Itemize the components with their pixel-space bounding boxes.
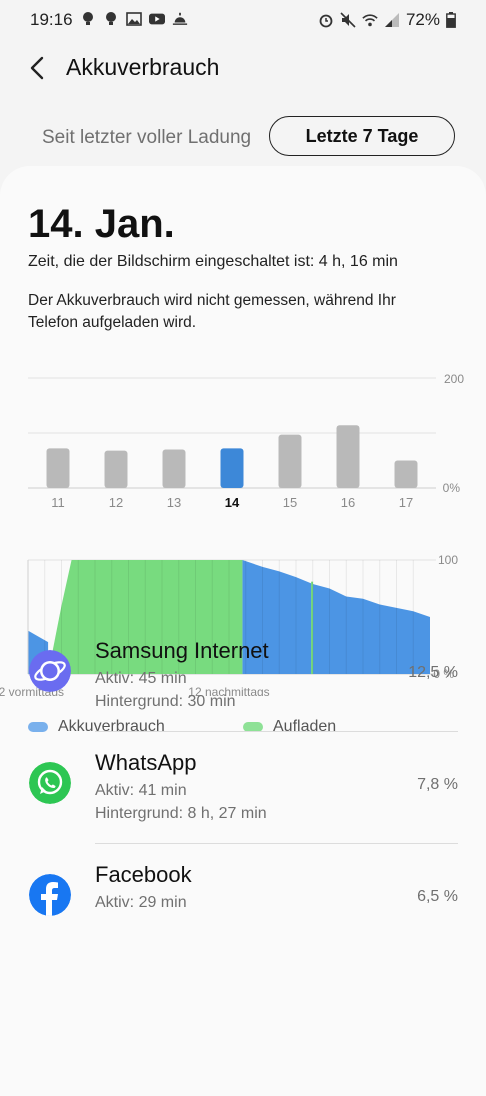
facebook-icon	[29, 874, 71, 916]
daily-usage-bar-chart: 200 0% 11 12 13 14 15 16 17	[28, 372, 464, 510]
charging-area	[48, 560, 243, 674]
x-tick-label: 12 nachmittags	[188, 685, 269, 696]
x-tick-label: 11	[51, 495, 65, 510]
chart-legend: Akkuverbrauch Aufladen	[28, 718, 468, 742]
battery-percent: 72%	[405, 10, 440, 29]
app-background-time: Hintergrund: 8 h, 27 min	[95, 805, 267, 822]
app-row-whatsapp[interactable]: WhatsApp Aktiv: 41 min Hintergrund: 8 h,…	[0, 732, 486, 844]
screen-time-text: Zeit, die der Bildschirm eingeschaltet i…	[28, 253, 398, 270]
x-tick-label: 12	[109, 495, 123, 510]
bulb-icon	[83, 12, 93, 25]
page-title: Akkuverbrauch	[66, 54, 220, 80]
legend-item-usage: Akkuverbrauch	[28, 718, 165, 736]
bar-day-14	[220, 448, 244, 488]
samsung-internet-icon	[29, 650, 71, 692]
bar-day-12	[104, 450, 128, 488]
tab-since-full-charge[interactable]: Seit letzter voller Ladung	[42, 127, 252, 148]
bar-day-13	[162, 449, 186, 488]
image-icon	[126, 12, 142, 26]
app-name: Facebook	[95, 862, 192, 887]
mute-icon	[340, 12, 356, 28]
charging-note: Der Akkuverbrauch wird nicht gemessen, w…	[28, 292, 396, 331]
back-arrow-icon[interactable]	[22, 52, 54, 84]
charging-blip	[311, 581, 314, 674]
x-tick-label: 16	[341, 495, 355, 510]
y-tick-label: 0%	[443, 481, 461, 495]
alarm-icon	[319, 14, 333, 28]
bar-day-15	[278, 434, 302, 488]
app-active-time: Aktiv: 41 min	[95, 782, 187, 799]
selected-date: 14. Jan.	[28, 202, 175, 246]
app-header: Akkuverbrauch	[0, 40, 486, 96]
app-percent: 6,5 %	[417, 888, 458, 905]
app-background-time: Hintergrund: 30 min	[95, 693, 236, 710]
battery-card: 14. Jan. Zeit, die der Bildschirm einges…	[0, 166, 486, 1096]
status-time: 19:16	[30, 10, 73, 29]
x-tick-label: 15	[283, 495, 297, 510]
app-name: Samsung Internet	[95, 638, 269, 663]
x-tick-label: 13	[167, 495, 181, 510]
usage-area-after	[242, 560, 430, 674]
period-tabs: Seit letzter voller Ladung Letzte 7 Tage	[0, 116, 486, 160]
whatsapp-icon	[29, 762, 71, 804]
divider	[95, 843, 458, 844]
y-tick-label: 0 %	[433, 667, 454, 681]
battery-icon	[446, 12, 456, 28]
app-row-samsung-internet[interactable]: Samsung Internet Aktiv: 45 min Hintergru…	[0, 620, 486, 732]
battery-level-chart: 100 0 % 12 vormittags 12 nachmittags	[0, 553, 458, 696]
signal-icon	[384, 13, 399, 27]
bulb-icon	[106, 12, 116, 25]
app-active-time: Aktiv: 45 min	[95, 670, 187, 687]
youtube-icon	[149, 13, 165, 25]
divider	[95, 731, 458, 732]
y-tick-label: 200	[444, 372, 464, 386]
app-name: WhatsApp	[95, 750, 197, 775]
y-tick-label: 100	[438, 553, 458, 567]
bar-day-17	[394, 460, 418, 488]
x-tick-label: 17	[399, 495, 413, 510]
legend-swatch-charging	[243, 722, 263, 732]
status-bar: 19:16 72%	[0, 0, 486, 40]
legend-label-usage: Akkuverbrauch	[58, 718, 165, 735]
legend-label-charging: Aufladen	[273, 718, 337, 735]
x-tick-label: 14	[225, 495, 240, 510]
app-percent: 7,8 %	[417, 776, 458, 793]
sunrise-icon	[172, 12, 188, 25]
app-row-facebook[interactable]: Facebook Aktiv: 29 min 6,5 %	[0, 844, 486, 956]
bar-day-11	[46, 448, 70, 488]
wifi-icon	[362, 14, 378, 27]
tab-last-7-days[interactable]: Letzte 7 Tage	[269, 116, 455, 156]
bar-day-16	[336, 425, 360, 488]
x-tick-label: 12 vormittags	[0, 685, 64, 696]
app-active-time: Aktiv: 29 min	[95, 894, 187, 911]
app-usage-list: Samsung Internet Aktiv: 45 min Hintergru…	[0, 620, 486, 956]
legend-swatch-usage	[28, 722, 48, 732]
app-percent: 12,5 %	[408, 664, 458, 681]
legend-item-charging: Aufladen	[243, 718, 336, 736]
